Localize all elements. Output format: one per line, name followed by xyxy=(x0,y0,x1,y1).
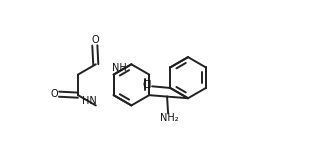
Text: HN: HN xyxy=(82,96,96,106)
Text: Cl: Cl xyxy=(142,80,152,90)
Text: NH₂: NH₂ xyxy=(160,113,178,123)
Text: O: O xyxy=(50,89,58,99)
Text: O: O xyxy=(91,35,99,45)
Text: NH: NH xyxy=(112,64,127,73)
